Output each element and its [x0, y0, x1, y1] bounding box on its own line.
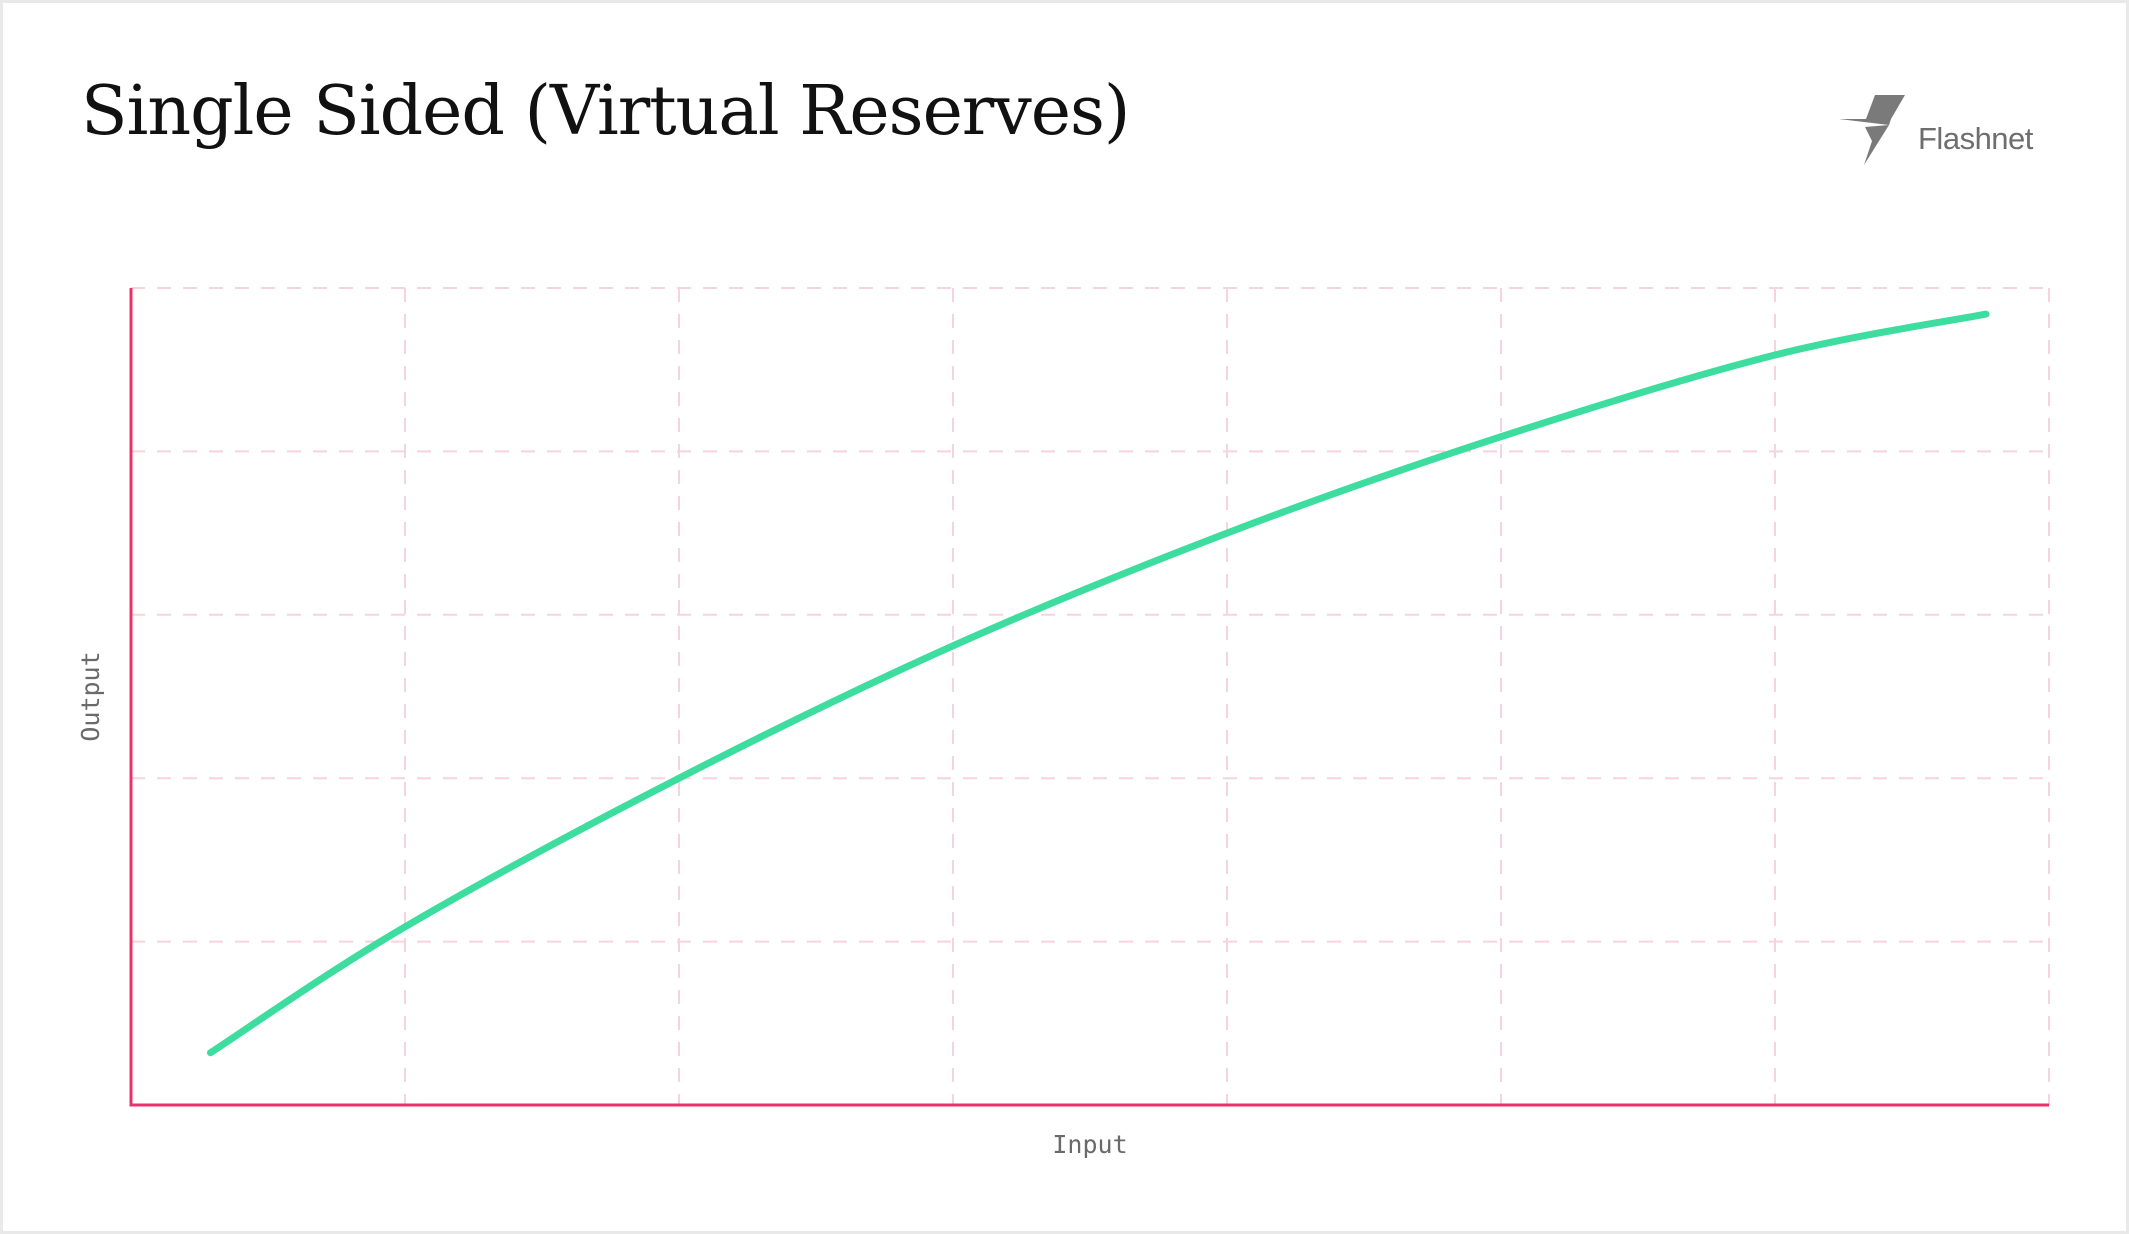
- brand-logo: Flashnet: [1839, 93, 2059, 173]
- chart-card: Single Sided (Virtual Reserves) Flashnet…: [3, 3, 2126, 1231]
- line-chart: Input Output: [76, 287, 2050, 1159]
- y-axis-label: Output: [76, 651, 105, 741]
- series-line-0: [207, 310, 1990, 1057]
- chart-axes: [129, 288, 2049, 1107]
- x-axis-label: Input: [1052, 1130, 1127, 1159]
- chart-title: Single Sided (Virtual Reserves): [81, 72, 1130, 151]
- brand-name: Flashnet: [1918, 121, 2033, 156]
- plot-area: [207, 310, 1990, 1057]
- flashnet-lightning-icon: [1839, 95, 1905, 165]
- chart-grid: [131, 287, 2050, 1105]
